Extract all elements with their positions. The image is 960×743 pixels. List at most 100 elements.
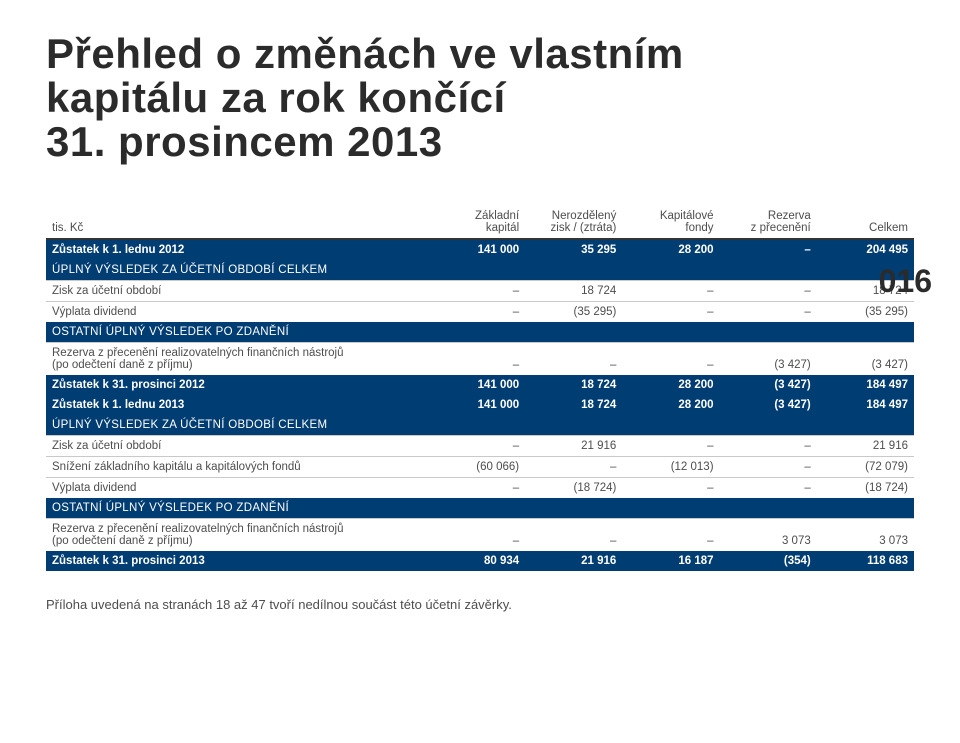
row-label: Zisk za účetní období: [46, 436, 428, 457]
cell-value: 3 073: [817, 519, 914, 552]
cell-value: 18 724: [525, 375, 622, 395]
col4-l1: Rezerva: [768, 210, 811, 222]
row-label: Zůstatek k 1. lednu 2012: [46, 239, 428, 260]
cell-value: 28 200: [622, 239, 719, 260]
table-header-row: tis. Kč Základníkapitál Nerozdělenýzisk …: [46, 206, 914, 239]
cell-value: –: [622, 519, 719, 552]
col-celkem: Celkem: [817, 206, 914, 239]
cell-value: –: [428, 478, 525, 499]
cell-value: (3 427): [720, 343, 817, 376]
cell-value: –: [720, 436, 817, 457]
cell-value: –: [525, 343, 622, 376]
row-label: Zůstatek k 31. prosinci 2013: [46, 551, 428, 571]
col4-l2: z přecenění: [751, 222, 811, 234]
cell-value: –: [720, 457, 817, 478]
footer-note: Příloha uvedená na stranách 18 až 47 tvo…: [46, 597, 914, 612]
cell-value: (35 295): [817, 302, 914, 323]
cell-value: 18 724: [525, 395, 622, 415]
table-row: Výplata dividend–(35 295)––(35 295): [46, 302, 914, 323]
section-label: OSTATNÍ ÚPLNÝ VÝSLEDEK PO ZDANĚNÍ: [46, 322, 914, 343]
table-row: Rezerva z přecenění realizovatelných fin…: [46, 519, 914, 552]
section-label: ÚPLNÝ VÝSLEDEK ZA ÚČETNÍ OBDOBÍ CELKEM: [46, 415, 914, 436]
section-label: OSTATNÍ ÚPLNÝ VÝSLEDEK PO ZDANĚNÍ: [46, 498, 914, 519]
col-rezerva-preceneni: Rezervaz přecenění: [720, 206, 817, 239]
cell-value: –: [622, 478, 719, 499]
page-title: Přehled o změnách ve vlastním kapitálu z…: [46, 32, 914, 164]
cell-value: 28 200: [622, 395, 719, 415]
cell-value: –: [720, 302, 817, 323]
cell-value: –: [622, 302, 719, 323]
col1-l1: Základní: [475, 210, 519, 222]
cell-value: –: [525, 519, 622, 552]
cell-value: –: [428, 343, 525, 376]
row-label: Snížení základního kapitálu a kapitálový…: [46, 457, 428, 478]
col1-l2: kapitál: [486, 222, 519, 234]
cell-value: 18 724: [525, 281, 622, 302]
cell-value: (60 066): [428, 457, 525, 478]
table-row: Výplata dividend–(18 724)––(18 724): [46, 478, 914, 499]
cell-value: –: [622, 343, 719, 376]
cell-value: (3 427): [817, 343, 914, 376]
cell-value: 141 000: [428, 395, 525, 415]
col2-l2: zisk / (ztráta): [551, 222, 617, 234]
table-row: Zisk za účetní období–21 916––21 916: [46, 436, 914, 457]
cell-value: –: [428, 519, 525, 552]
cell-value: –: [428, 436, 525, 457]
col-kapitalove-fondy: Kapitálovéfondy: [622, 206, 719, 239]
cell-value: –: [720, 281, 817, 302]
cell-value: 16 187: [622, 551, 719, 571]
cell-value: –: [525, 457, 622, 478]
section-label: ÚPLNÝ VÝSLEDEK ZA ÚČETNÍ OBDOBÍ CELKEM: [46, 260, 914, 281]
row-label: Zůstatek k 1. lednu 2013: [46, 395, 428, 415]
cell-value: 80 934: [428, 551, 525, 571]
title-line-1: Přehled o změnách ve vlastním: [46, 30, 684, 77]
cell-value: 118 683: [817, 551, 914, 571]
cell-value: –: [428, 302, 525, 323]
table-row: ÚPLNÝ VÝSLEDEK ZA ÚČETNÍ OBDOBÍ CELKEM: [46, 260, 914, 281]
col3-l1: Kapitálové: [660, 210, 714, 222]
col5-l1: Celkem: [869, 222, 908, 234]
cell-value: (72 079): [817, 457, 914, 478]
col-label: tis. Kč: [46, 206, 428, 239]
cell-value: 35 295: [525, 239, 622, 260]
cell-value: (3 427): [720, 375, 817, 395]
row-label: Výplata dividend: [46, 302, 428, 323]
row-label: Výplata dividend: [46, 478, 428, 499]
cell-value: (12 013): [622, 457, 719, 478]
col0-l1: tis. Kč: [52, 222, 83, 234]
cell-value: (18 724): [525, 478, 622, 499]
cell-value: (35 295): [525, 302, 622, 323]
row-label: Zisk za účetní období: [46, 281, 428, 302]
col3-l2: fondy: [685, 222, 713, 234]
cell-value: 141 000: [428, 239, 525, 260]
cell-value: –: [428, 281, 525, 302]
cell-value: (3 427): [720, 395, 817, 415]
table-row: Zisk za účetní období–18 724––18 724: [46, 281, 914, 302]
row-label: Zůstatek k 31. prosinci 2012: [46, 375, 428, 395]
row-label: Rezerva z přecenění realizovatelných fin…: [46, 343, 428, 376]
cell-value: –: [720, 478, 817, 499]
table-row: Zůstatek k 31. prosinci 2012141 00018 72…: [46, 375, 914, 395]
cell-value: –: [622, 281, 719, 302]
table-row: OSTATNÍ ÚPLNÝ VÝSLEDEK PO ZDANĚNÍ: [46, 498, 914, 519]
page-number: 016: [879, 263, 932, 300]
row-label: Rezerva z přecenění realizovatelných fin…: [46, 519, 428, 552]
table-body: Zůstatek k 1. lednu 2012141 00035 29528 …: [46, 239, 914, 571]
cell-value: 141 000: [428, 375, 525, 395]
table-row: Snížení základního kapitálu a kapitálový…: [46, 457, 914, 478]
cell-value: 21 916: [525, 436, 622, 457]
table-row: ÚPLNÝ VÝSLEDEK ZA ÚČETNÍ OBDOBÍ CELKEM: [46, 415, 914, 436]
cell-value: –: [622, 436, 719, 457]
cell-value: 21 916: [525, 551, 622, 571]
cell-value: –: [720, 239, 817, 260]
table-row: Zůstatek k 31. prosinci 201380 93421 916…: [46, 551, 914, 571]
col-zakladni-kapital: Základníkapitál: [428, 206, 525, 239]
title-line-3: 31. prosincem 2013: [46, 118, 443, 165]
cell-value: (354): [720, 551, 817, 571]
cell-value: 184 497: [817, 375, 914, 395]
equity-changes-table: tis. Kč Základníkapitál Nerozdělenýzisk …: [46, 206, 914, 571]
cell-value: 21 916: [817, 436, 914, 457]
table-row: Zůstatek k 1. lednu 2013141 00018 72428 …: [46, 395, 914, 415]
table-row: Rezerva z přecenění realizovatelných fin…: [46, 343, 914, 376]
table-row: Zůstatek k 1. lednu 2012141 00035 29528 …: [46, 239, 914, 260]
